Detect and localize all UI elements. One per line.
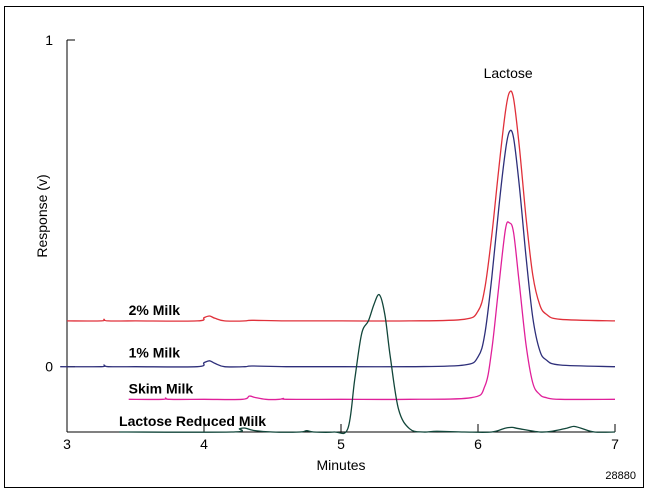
lactose-peak-label: Lactose (484, 65, 533, 81)
series-label-1-milk: 1% Milk (129, 345, 181, 361)
series-line-skim-milk (128, 221, 616, 401)
chart-frame (4, 6, 644, 488)
series-label-lactose-reduced-milk: Lactose Reduced Milk (119, 413, 266, 429)
x-tick-label-7: 7 (611, 436, 619, 452)
series-line-1-milk (60, 129, 616, 368)
series-line-2-milk (66, 90, 616, 322)
series-label-skim-milk: Skim Milk (129, 380, 194, 396)
y-axis-label: Response (v) (34, 174, 50, 257)
y-tick-label-1: 1 (45, 32, 53, 48)
x-tick-label-4: 4 (200, 436, 208, 452)
y-tick-label-0: 0 (45, 359, 53, 375)
x-tick-label-6: 6 (474, 436, 482, 452)
x-tick-label-5: 5 (337, 436, 345, 452)
axes (66, 40, 615, 433)
x-axis-label: Minutes (316, 457, 365, 473)
figure-number: 28880 (605, 470, 636, 482)
series-lines (60, 90, 616, 435)
series-line-lactose-reduced-milk (119, 293, 616, 435)
series-labels: 2% Milk 1% Milk Skim Milk Lactose Reduced M… (119, 302, 266, 429)
x-tick-label-3: 3 (63, 436, 71, 452)
series-label-2-milk: 2% Milk (129, 302, 181, 318)
